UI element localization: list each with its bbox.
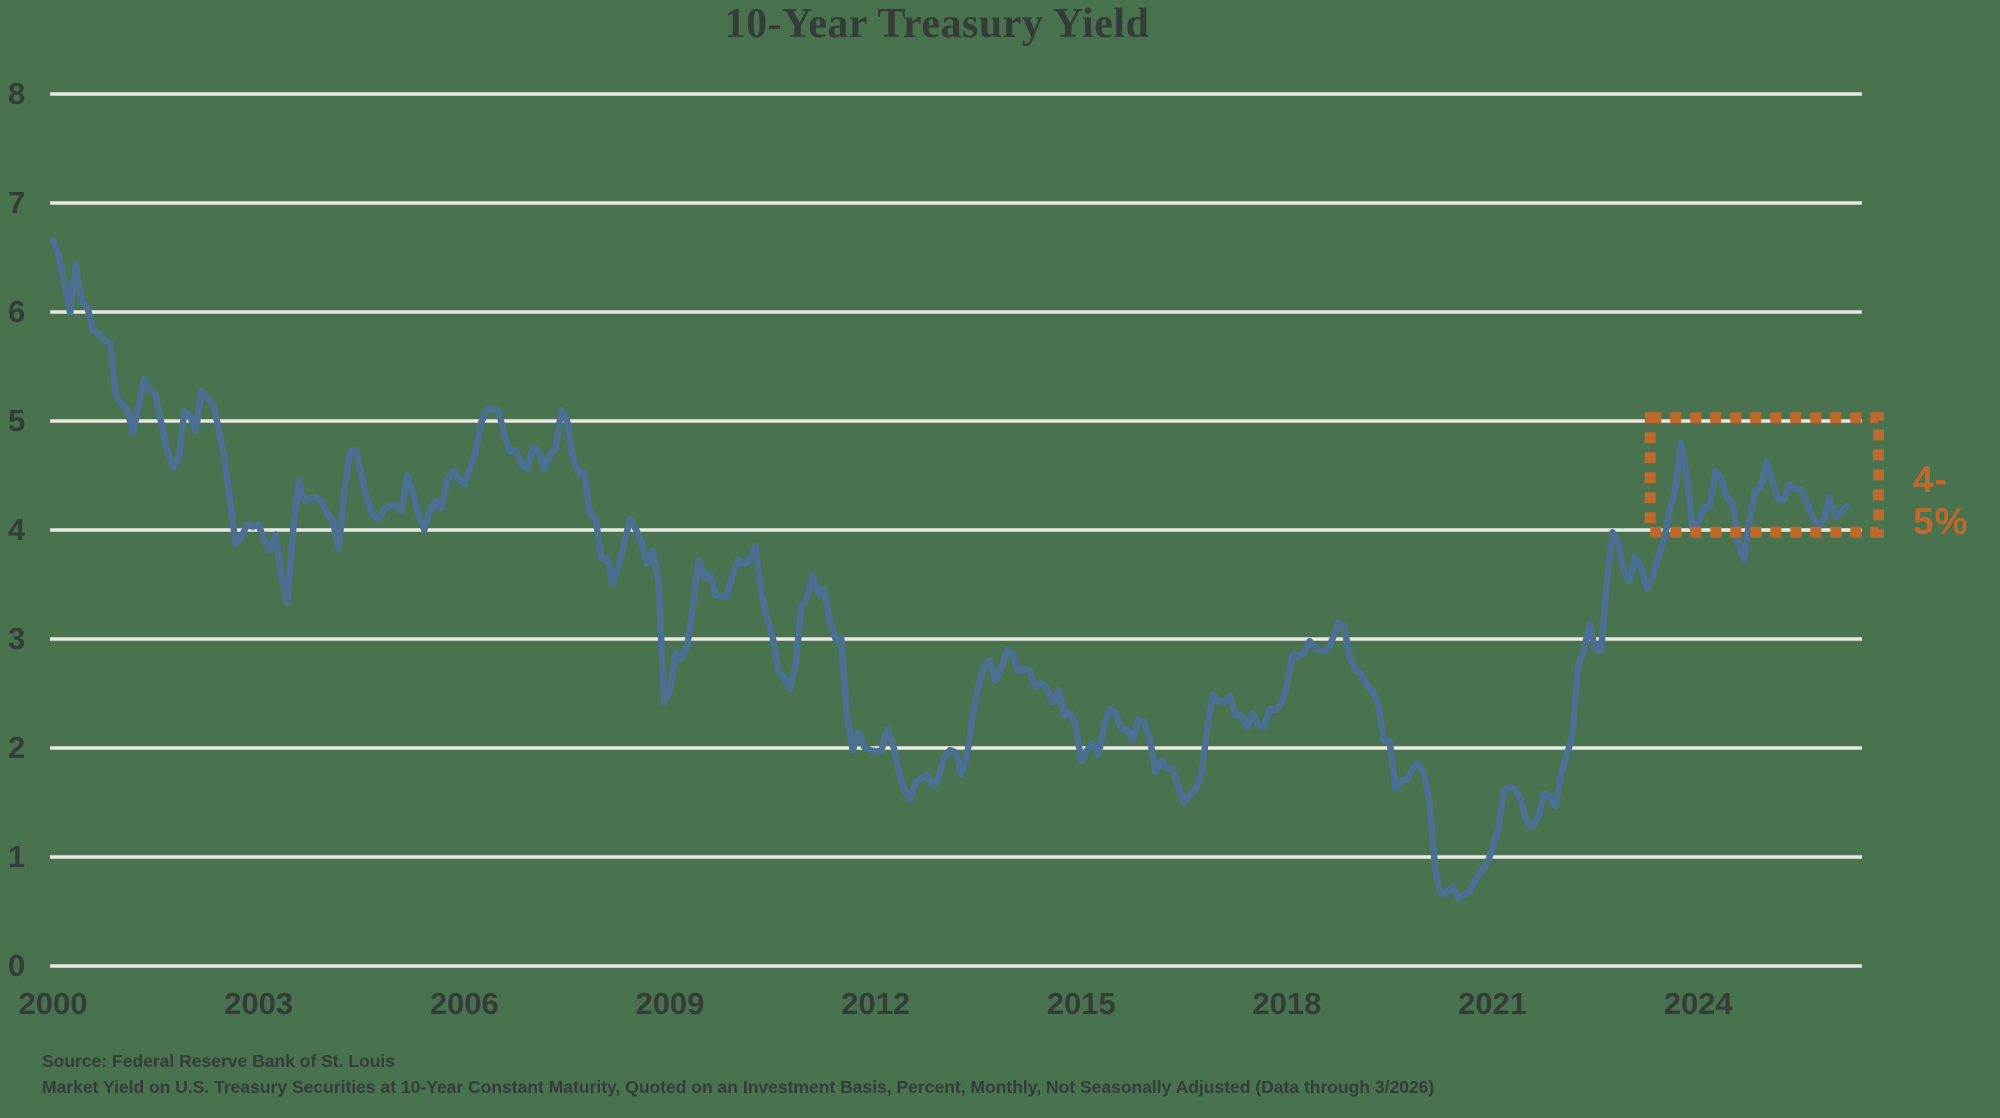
x-axis-label-2021: 2021 [1458,986,1528,1021]
y-axis-label-7: 7 [8,185,26,220]
y-axis-label-4: 4 [8,512,26,547]
x-axis-label-2018: 2018 [1252,986,1322,1021]
x-axis-label-2012: 2012 [841,986,911,1021]
x-axis-label-2000: 2000 [18,986,88,1021]
y-axis-label-3: 3 [8,621,26,656]
range-annotation-label: 4-5% [1913,459,1969,542]
annotation-box [1644,412,1884,538]
chart-title: 10-Year Treasury Yield [724,1,1150,47]
footer: Source: Federal Reserve Bank of St. Loui… [42,1048,1942,1100]
treasury-yield-line [49,236,1850,902]
y-axis-label-6: 6 [8,294,26,329]
x-axis-label-2009: 2009 [635,986,705,1021]
x-axis-label-2006: 2006 [429,986,499,1021]
y-axis-label-0: 0 [8,948,26,983]
y-axis-label-5: 5 [8,403,26,438]
y-axis-label-8: 8 [8,76,26,111]
y-axis-label-1: 1 [8,839,26,874]
y-axis-label-2: 2 [8,730,26,765]
series-description-line: Market Yield on U.S. Treasury Securities… [42,1077,1435,1097]
x-axis-label-2003: 2003 [224,986,294,1021]
x-axis-label-2024: 2024 [1663,986,1733,1021]
x-axis-label-2015: 2015 [1046,986,1116,1021]
source-line: Source: Federal Reserve Bank of St. Loui… [42,1051,396,1071]
